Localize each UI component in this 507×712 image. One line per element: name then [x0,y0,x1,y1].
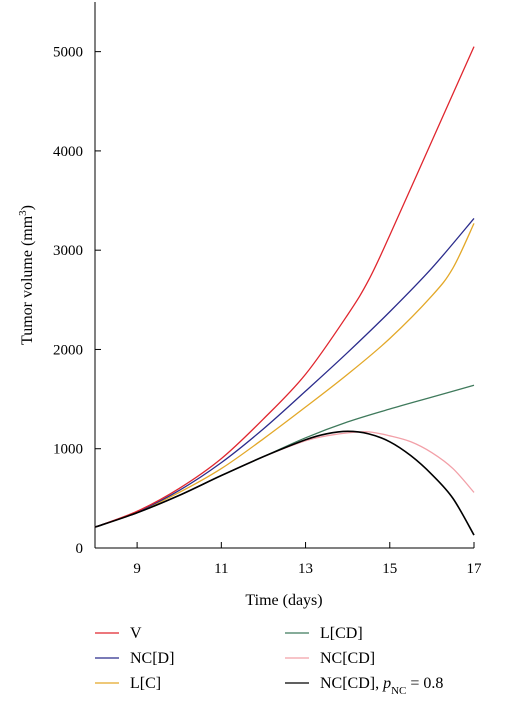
legend-label-name: L[C] [130,675,161,692]
legend-label: V [130,625,142,642]
legend-label: NC[CD] [320,650,375,667]
legend-label-tail: = 0.8 [406,675,443,692]
y-tick-label: 5000 [53,45,83,61]
legend-label-name: NC[CD] [320,650,375,667]
legend-label-name: V [130,625,142,642]
y-tick-label: 3000 [53,243,83,259]
series-line-1 [94,217,475,528]
legend-label-name: NC[D] [130,650,174,667]
x-ticks: 9 11 13 15 17 [133,542,482,577]
legend-label-name: L[CD] [320,625,363,642]
legend-label: L[CD] [320,625,363,642]
legend-label-param: p [382,675,391,692]
y-axis-title-close: ) [19,205,36,210]
legend-label: NC[D] [130,650,174,667]
y-axis-title-main: Tumor volume (mm [19,215,36,345]
x-tick-label: 9 [133,561,141,577]
series-lines [94,46,475,536]
x-tick-label: 11 [214,561,228,577]
axes [94,2,474,549]
x-tick-label: 15 [382,561,397,577]
y-tick-label: 2000 [53,342,83,358]
legend-label-name: NC[CD], [320,675,383,692]
y-tick-label: 4000 [53,144,83,160]
series-line-4 [94,431,475,528]
y-tick-label: 1000 [53,442,83,458]
x-tick-label: 13 [298,561,313,577]
y-tick-label: 0 [76,541,84,557]
series-line-5 [94,430,475,536]
legend-label: NC[CD], pNC = 0.8 [320,675,443,697]
legend: V NC[D] L[C] L[CD] NC[CD] NC[CD], pNC = 0.8 [95,625,443,697]
legend-label: L[C] [130,675,161,692]
y-axis-title: Tumor volume (mm3) [17,205,36,345]
x-axis-title: Time (days) [245,592,322,609]
y-axis-title-superscript: 3 [17,210,29,216]
y-ticks: 0 1000 2000 3000 4000 5000 [53,45,101,557]
series-line-0 [94,46,475,528]
series-line-2 [94,223,475,528]
x-tick-label: 17 [467,561,483,577]
legend-label-subscript: NC [391,685,406,697]
